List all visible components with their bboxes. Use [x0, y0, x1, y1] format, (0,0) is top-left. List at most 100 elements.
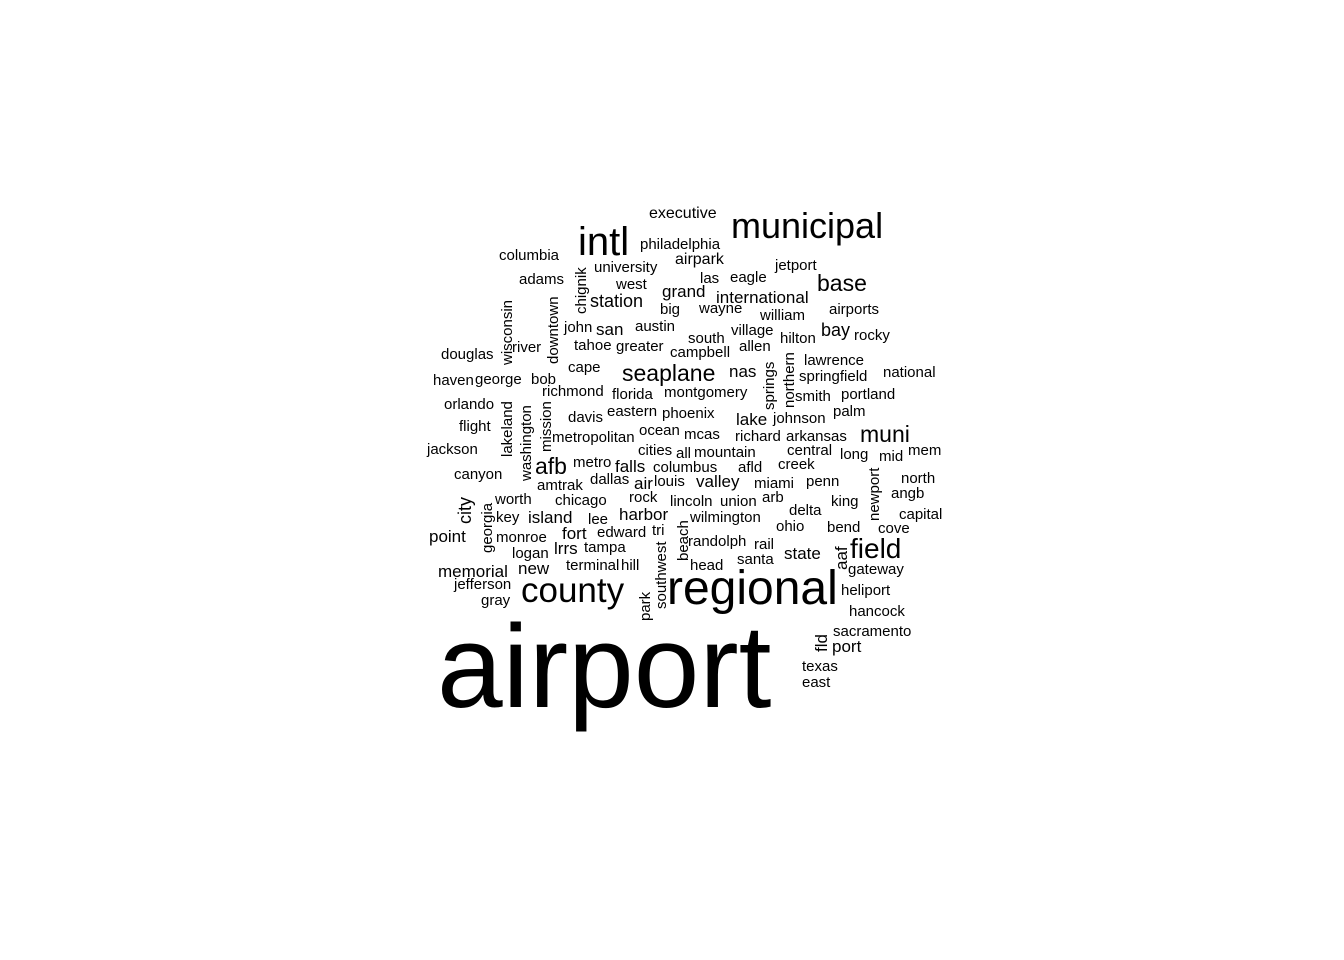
word-airpark: airpark: [675, 251, 724, 268]
word-afld: afld: [738, 459, 763, 476]
word-union: union: [720, 493, 757, 510]
word-hill: hill: [621, 557, 640, 574]
word-park: park: [637, 591, 654, 621]
word-municipal: municipal: [731, 205, 884, 246]
word-all: all: [676, 445, 692, 462]
word-west: west: [616, 276, 647, 293]
word-gray: gray: [481, 592, 511, 609]
word-metropolitan: metropolitan: [552, 429, 635, 446]
word-portland: portland: [841, 386, 896, 403]
word-metro: metro: [573, 454, 612, 471]
word-mountain: mountain: [694, 444, 756, 461]
word-douglas: douglas: [441, 346, 494, 363]
word-point: point: [429, 527, 466, 546]
word-columbus: columbus: [653, 459, 718, 476]
word-palm: palm: [833, 403, 866, 420]
word-north: north: [901, 470, 936, 487]
word-memorial: memorial: [438, 562, 508, 581]
word-monroe: monroe: [496, 529, 547, 546]
word-eagle: eagle: [730, 269, 767, 286]
word-south: south: [688, 330, 725, 347]
word-haven: haven: [433, 372, 474, 389]
word-rock: rock: [629, 489, 658, 506]
word-city: city: [455, 497, 475, 524]
word-base: base: [817, 270, 867, 296]
word-state: state: [784, 544, 821, 563]
word-lawrence: lawrence: [804, 352, 865, 369]
word-grand: grand: [662, 282, 706, 301]
word-hilton: hilton: [780, 330, 816, 347]
word-john: john: [564, 319, 593, 336]
word-san: san: [596, 320, 624, 339]
word-louis: louis: [654, 473, 685, 490]
word-canyon: canyon: [454, 466, 503, 483]
word-head: head: [690, 557, 724, 574]
word-johnson: johnson: [773, 410, 826, 427]
word-airports: airports: [829, 301, 880, 318]
word-afb: afb: [535, 453, 567, 479]
word-chignik: chignik: [573, 267, 590, 314]
word-ocean: ocean: [639, 422, 680, 439]
word-phoenix: phoenix: [662, 405, 715, 422]
word-new: new: [518, 559, 550, 578]
word-richard: richard: [735, 428, 781, 445]
word-mid: mid: [879, 448, 904, 465]
word-montgomery: montgomery: [664, 384, 748, 401]
word-valley: valley: [696, 472, 740, 491]
word-adams: adams: [519, 271, 565, 288]
word-harbor: harbor: [619, 505, 669, 524]
word-fld: fld: [812, 634, 831, 652]
word-air: air: [634, 474, 653, 493]
word-terminal: terminal: [566, 557, 620, 574]
word-lake: lake: [736, 410, 768, 429]
word-delta: delta: [789, 502, 822, 519]
word-eastern: eastern: [607, 403, 658, 420]
word-fort: fort: [562, 524, 587, 543]
word-airport: airport: [437, 601, 772, 733]
word-capital: capital: [899, 506, 943, 523]
word-mem: mem: [908, 442, 942, 459]
word-rocky: rocky: [854, 327, 890, 344]
word-port: port: [832, 637, 862, 656]
word-bay: bay: [821, 320, 851, 340]
word-big: big: [660, 301, 681, 318]
word-southwest: southwest: [653, 541, 670, 609]
word-county: county: [521, 571, 625, 610]
word-greater: greater: [616, 338, 664, 355]
word-lrrs: lrrs: [554, 539, 578, 558]
word-columbia: columbia: [499, 247, 560, 264]
word-logan: logan: [512, 545, 549, 562]
word-cove: cove: [878, 520, 910, 537]
word-cities: cities: [638, 442, 673, 459]
word-jackson: jackson: [427, 441, 478, 458]
word-arkansas: arkansas: [786, 428, 847, 445]
word-william: william: [760, 307, 805, 324]
word-station: station: [590, 291, 644, 311]
word-campbell: campbell: [670, 344, 731, 361]
word-florida: florida: [612, 386, 653, 403]
word-wayne: wayne: [699, 300, 743, 317]
word-river: river: [512, 339, 542, 356]
word-springfield: springfield: [799, 368, 868, 385]
word-downtown: downtown: [545, 296, 562, 364]
word-island: island: [528, 508, 573, 527]
word-randolph: randolph: [688, 533, 747, 550]
word-newport: newport: [866, 467, 883, 521]
word-king: king: [831, 493, 859, 510]
word-angb: angb: [891, 485, 925, 502]
word-hancock: hancock: [849, 603, 905, 620]
word-mcas: mcas: [684, 426, 720, 443]
word-university: university: [594, 259, 658, 276]
word-miami: miami: [754, 475, 794, 492]
word-field: field: [850, 533, 902, 564]
word-rail: rail: [754, 536, 775, 553]
word-philadelphia: philadelphia: [640, 236, 721, 253]
word-springs: springs: [761, 361, 778, 410]
word-jetport: jetport: [775, 257, 817, 274]
word-village: village: [731, 322, 774, 339]
word-national: national: [883, 364, 936, 381]
word-sacramento: sacramento: [833, 623, 912, 640]
word-austin: austin: [635, 318, 676, 335]
word-tampa: tampa: [584, 539, 626, 556]
